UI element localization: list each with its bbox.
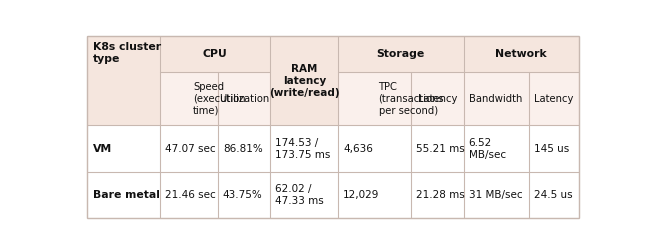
Bar bbox=[87, 125, 160, 172]
Text: Storage: Storage bbox=[377, 49, 425, 59]
Text: Latency: Latency bbox=[534, 93, 573, 104]
Bar bbox=[411, 72, 463, 125]
Text: Speed
(execution
time): Speed (execution time) bbox=[193, 82, 246, 115]
Bar bbox=[87, 36, 579, 125]
Text: 31 MB/sec: 31 MB/sec bbox=[469, 190, 522, 200]
Bar bbox=[338, 125, 411, 172]
Bar bbox=[411, 125, 463, 172]
Bar bbox=[529, 125, 579, 172]
Bar bbox=[218, 172, 270, 218]
Bar bbox=[160, 125, 218, 172]
Text: 21.28 ms: 21.28 ms bbox=[416, 190, 465, 200]
Bar bbox=[270, 125, 338, 172]
Text: CPU: CPU bbox=[203, 49, 228, 59]
Text: 174.53 /
173.75 ms: 174.53 / 173.75 ms bbox=[276, 138, 331, 160]
Bar bbox=[87, 36, 160, 125]
Bar bbox=[411, 172, 463, 218]
Text: Bandwidth: Bandwidth bbox=[469, 93, 523, 104]
Text: RAM
latency
(write/read): RAM latency (write/read) bbox=[269, 64, 339, 98]
Text: Latency: Latency bbox=[417, 93, 457, 104]
Bar bbox=[160, 36, 270, 72]
Bar bbox=[338, 36, 463, 72]
Text: 6.52
MB/sec: 6.52 MB/sec bbox=[469, 138, 506, 160]
Bar bbox=[270, 172, 338, 218]
Text: VM: VM bbox=[94, 144, 112, 154]
Text: 24.5 us: 24.5 us bbox=[534, 190, 573, 200]
Text: 4,636: 4,636 bbox=[343, 144, 373, 154]
Bar bbox=[160, 72, 218, 125]
Bar bbox=[463, 72, 529, 125]
Text: 12,029: 12,029 bbox=[343, 190, 380, 200]
Text: Network: Network bbox=[495, 49, 547, 59]
Text: 62.02 /
47.33 ms: 62.02 / 47.33 ms bbox=[276, 184, 324, 206]
Bar bbox=[338, 72, 411, 125]
Bar bbox=[463, 172, 529, 218]
Bar bbox=[529, 172, 579, 218]
Text: 55.21 ms: 55.21 ms bbox=[416, 144, 465, 154]
Text: 47.07 sec: 47.07 sec bbox=[165, 144, 216, 154]
Text: K8s cluster
type: K8s cluster type bbox=[94, 42, 161, 64]
Bar bbox=[338, 172, 411, 218]
Bar bbox=[270, 36, 338, 125]
Text: TPC
(transactions
per second): TPC (transactions per second) bbox=[378, 82, 444, 115]
Bar bbox=[218, 72, 270, 125]
Text: 21.46 sec: 21.46 sec bbox=[165, 190, 216, 200]
Text: 86.81%: 86.81% bbox=[223, 144, 263, 154]
Text: Utilization: Utilization bbox=[219, 93, 269, 104]
Bar bbox=[463, 36, 579, 72]
Text: 43.75%: 43.75% bbox=[223, 190, 263, 200]
Bar bbox=[160, 172, 218, 218]
Bar bbox=[218, 125, 270, 172]
Bar bbox=[87, 172, 160, 218]
Bar bbox=[463, 125, 529, 172]
Text: Bare metal: Bare metal bbox=[94, 190, 160, 200]
Bar bbox=[529, 72, 579, 125]
Text: 145 us: 145 us bbox=[534, 144, 569, 154]
